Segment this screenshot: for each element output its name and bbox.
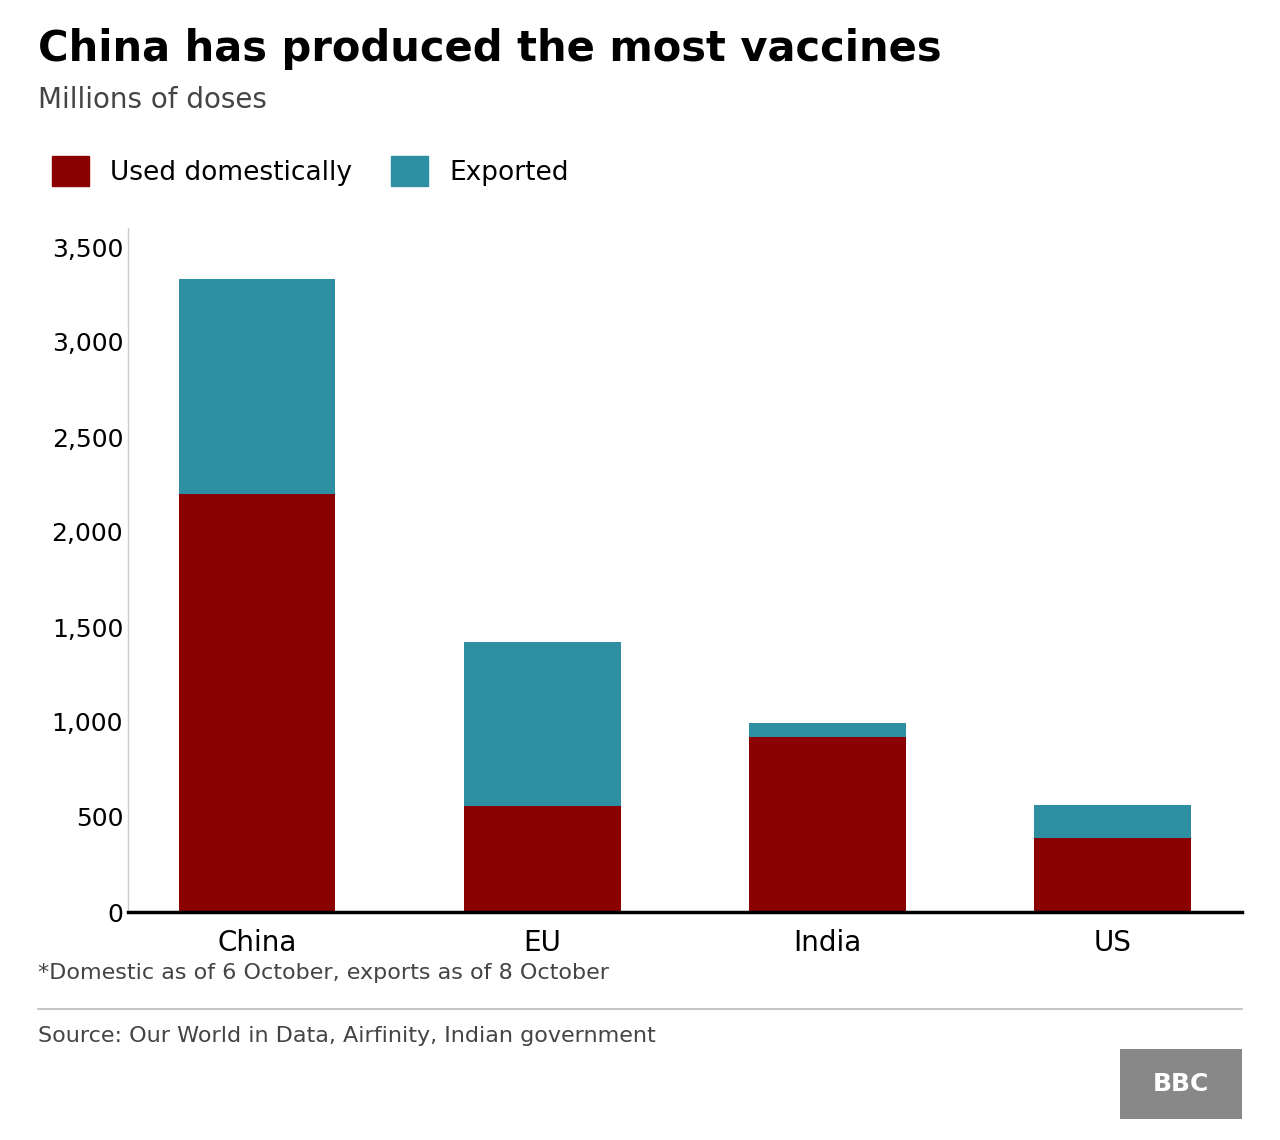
Bar [1034, 838, 1190, 912]
Bar [179, 494, 335, 912]
Bar [1034, 805, 1190, 838]
Text: *Domestic as of 6 October, exports as of 8 October: *Domestic as of 6 October, exports as of… [38, 963, 609, 984]
Bar [749, 738, 906, 912]
Bar [179, 279, 335, 494]
Text: BBC: BBC [1152, 1072, 1210, 1097]
Text: China has produced the most vaccines: China has produced the most vaccines [38, 28, 942, 71]
Legend: Used domestically, Exported: Used domestically, Exported [51, 156, 568, 186]
Bar [463, 642, 621, 806]
Bar [749, 723, 906, 738]
Text: Source: Our World in Data, Airfinity, Indian government: Source: Our World in Data, Airfinity, In… [38, 1026, 657, 1047]
Text: Millions of doses: Millions of doses [38, 86, 268, 114]
Bar [463, 806, 621, 912]
